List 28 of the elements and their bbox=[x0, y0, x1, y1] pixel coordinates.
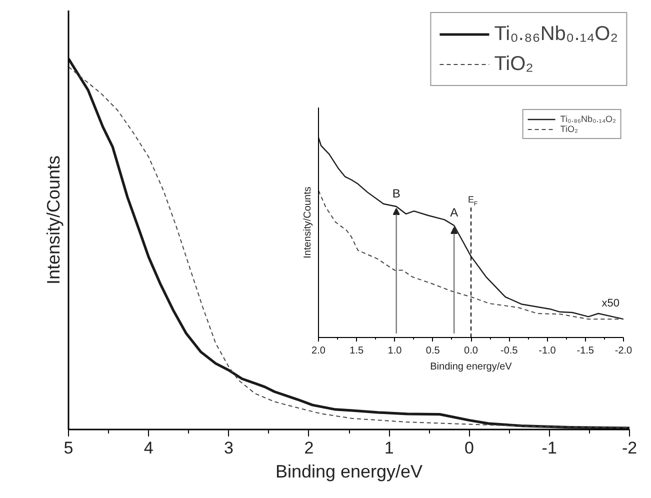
x-tick-label: -1.5 bbox=[576, 346, 594, 356]
x-tick-label: 3 bbox=[224, 438, 234, 458]
x-tick-label: -2 bbox=[622, 438, 638, 458]
annotation: A bbox=[450, 206, 458, 220]
x-tick-label: -1.0 bbox=[538, 346, 556, 356]
legend-label: TiO₂ bbox=[560, 124, 579, 134]
x-tick-label: -2.0 bbox=[614, 346, 633, 356]
annotation: B bbox=[392, 186, 400, 200]
legend-label: Ti₀.₈₆Nb₀.₁₄O₂ bbox=[560, 114, 616, 124]
x-tick-label: -1 bbox=[542, 438, 557, 458]
x-tick-label: -0.5 bbox=[500, 346, 518, 356]
y-axis-title: Intensity/Counts bbox=[302, 186, 314, 258]
x-tick-label: 0 bbox=[464, 438, 474, 458]
x-tick-label: 1.0 bbox=[388, 346, 402, 356]
x-tick-label: 4 bbox=[144, 438, 154, 458]
x-tick-label: 1 bbox=[384, 438, 394, 458]
x-tick-label: 0.5 bbox=[426, 346, 440, 356]
x-axis-title: Binding energy/eV bbox=[430, 362, 512, 372]
x-tick-label: 2.0 bbox=[312, 346, 326, 356]
legend-label: TiO₂ bbox=[494, 52, 534, 76]
legend-label: Ti₀.₈₆Nb₀.₁₄O₂ bbox=[494, 22, 618, 46]
x-tick-label: 5 bbox=[64, 438, 74, 458]
x-tick-label: 2 bbox=[304, 438, 314, 458]
y-axis-title: Intensity/Counts bbox=[44, 155, 64, 285]
x-tick-label: 0.0 bbox=[464, 346, 478, 356]
x-axis-title: Binding energy/eV bbox=[275, 462, 423, 482]
annotation: x50 bbox=[602, 298, 620, 310]
x-tick-label: 1.5 bbox=[350, 346, 364, 356]
